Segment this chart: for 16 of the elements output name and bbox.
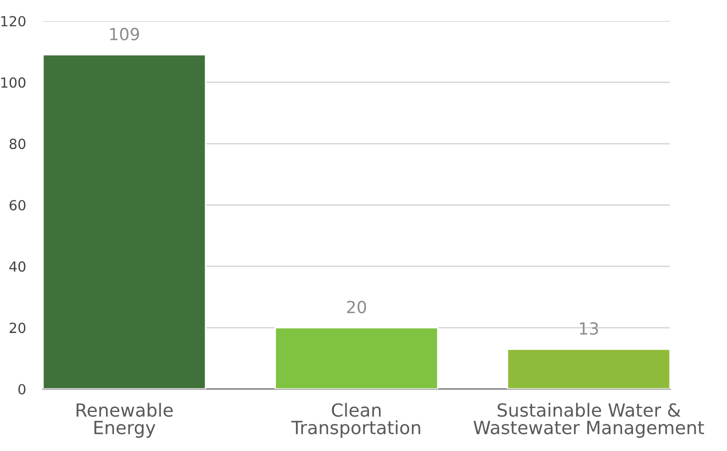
data-label: 13 xyxy=(580,322,598,335)
x-tick-label: Sustainable Water & Wastewater Management xyxy=(474,402,704,438)
data-label: 20 xyxy=(347,300,366,314)
y-tick-label: 60 xyxy=(10,200,26,210)
x-tick-label: Renewable Energy xyxy=(76,402,173,438)
bar xyxy=(506,348,670,389)
bar xyxy=(274,326,438,389)
x-tick-label: Clean Transportation xyxy=(291,402,420,438)
y-tick-label: 0 xyxy=(18,384,26,394)
y-tick-label: 20 xyxy=(10,322,26,334)
bar xyxy=(43,54,206,389)
y-tick-label: 100 xyxy=(1,77,26,88)
y-tick-label: 120 xyxy=(1,16,26,26)
y-tick-label: 80 xyxy=(10,138,26,150)
y-tick-label: 40 xyxy=(9,261,26,272)
data-label: 109 xyxy=(110,28,140,40)
